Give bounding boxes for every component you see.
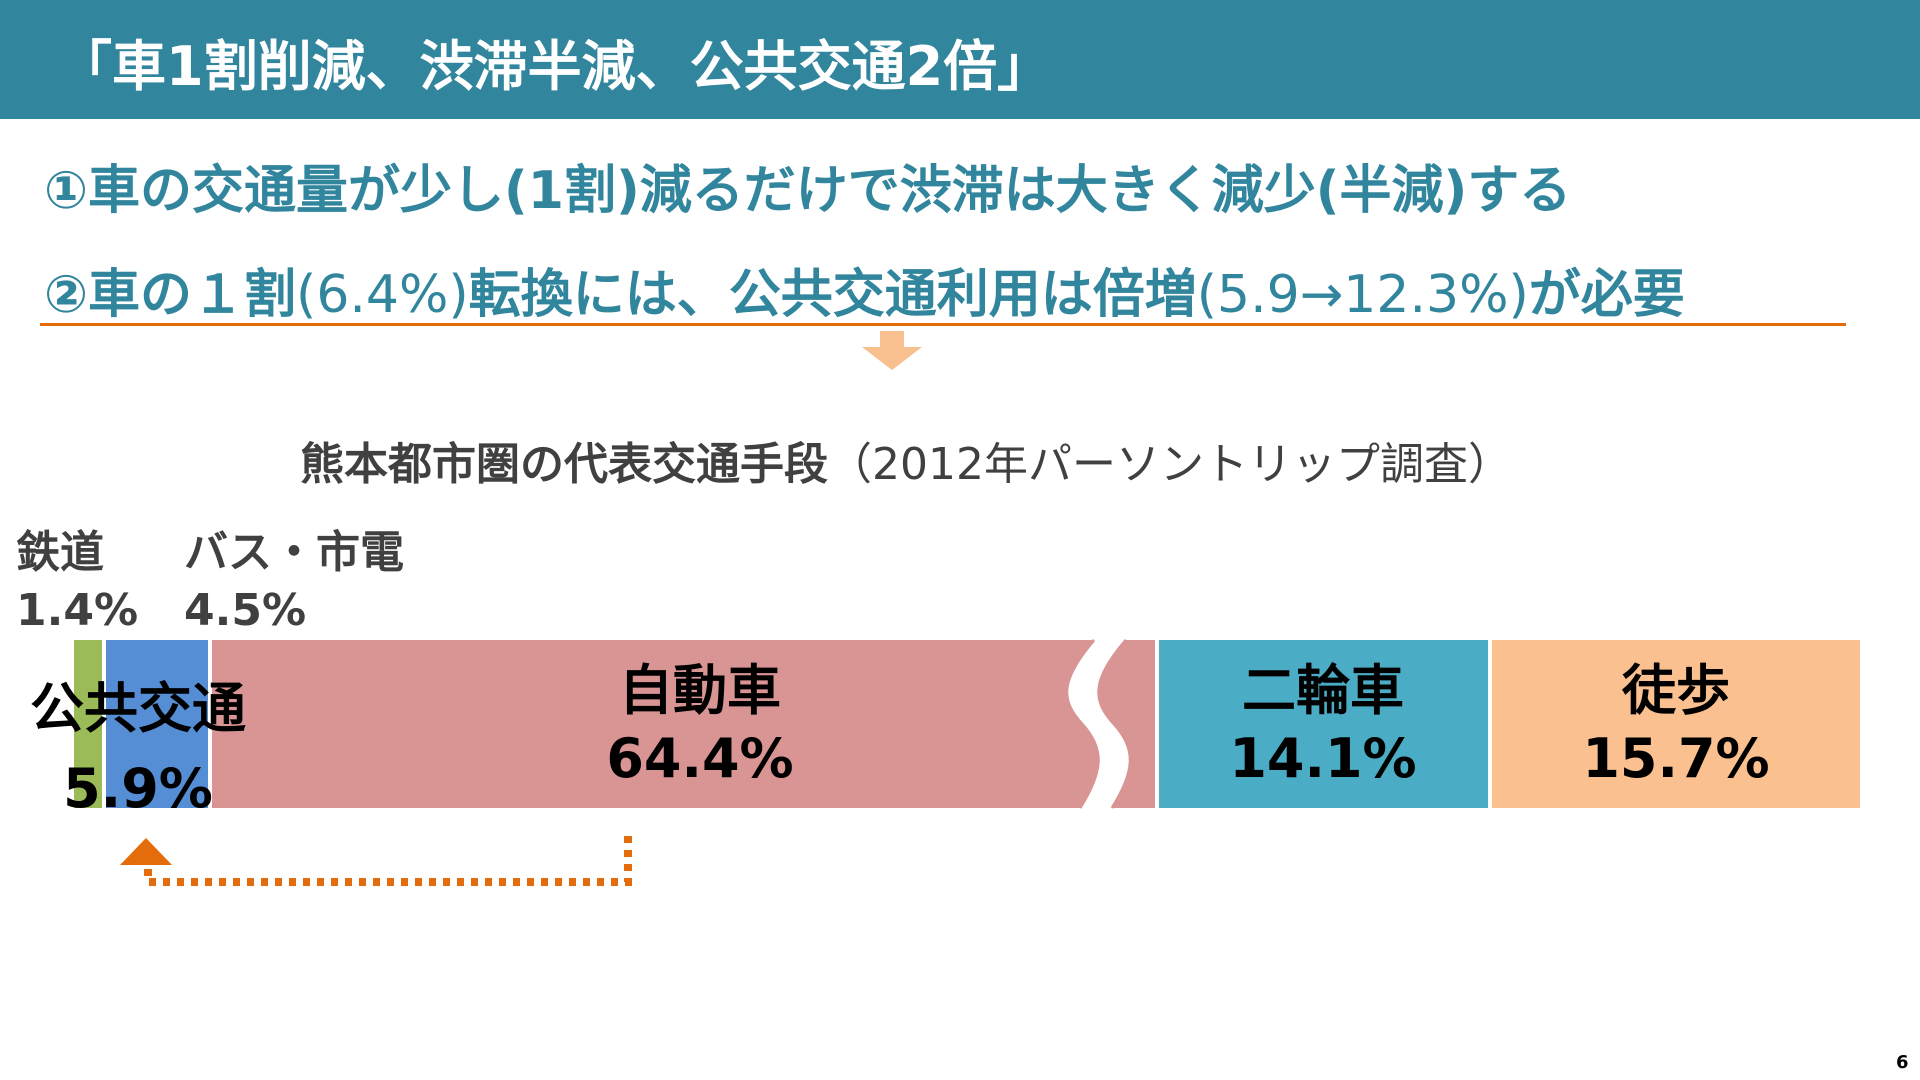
key-point-2-part-e: が必要	[1528, 265, 1685, 325]
chart-title-note: （2012年パーソントリップ調査）	[828, 439, 1512, 490]
bus-tram-name: バス・市電	[184, 527, 404, 578]
public-transport-value: 5.9%	[63, 757, 213, 820]
shift-arrow-head-icon	[120, 838, 172, 865]
shift-arrow-path	[144, 836, 632, 886]
bus-tram-label: バス・市電 4.5%	[184, 524, 404, 640]
slide-title: 「車1割削減、渋滞半減、公共交通2倍」	[58, 35, 1052, 98]
motorcycle-value: 14.1%	[1229, 727, 1417, 790]
chart-title-main: 熊本都市圏の代表交通手段	[300, 439, 828, 490]
car-name: 自動車	[619, 659, 781, 722]
public-transport-label: 公共交通 5.9%	[30, 664, 246, 820]
car-label: 自動車 64.4%	[560, 664, 840, 786]
bar-segment-walk	[1492, 640, 1860, 808]
walk-name: 徒歩	[1622, 659, 1730, 722]
car-value: 64.4%	[606, 727, 794, 790]
chart-title: 熊本都市圏の代表交通手段（2012年パーソントリップ調査）	[300, 428, 1512, 492]
header-bar: 「車1割削減、渋滞半減、公共交通2倍」	[0, 0, 1920, 119]
page-number: 6	[1896, 1052, 1909, 1073]
key-point-2: ②車の１割(6.4%)転換には、公共交通利用は倍増(5.9→12.3%)が必要	[44, 252, 1685, 327]
key-point-2-part-a: ②車の１割	[44, 265, 297, 325]
bar-segment-car	[212, 640, 1155, 808]
down-arrow-icon	[862, 331, 922, 370]
motorcycle-name: 二輪車	[1242, 659, 1404, 722]
key-point-1: ①車の交通量が少し(1割)減るだけで渋滞は大きく減少(半減)する	[44, 161, 1572, 221]
walk-value: 15.7%	[1582, 727, 1770, 790]
walk-label: 徒歩 15.7%	[1546, 664, 1806, 786]
motorcycle-label: 二輪車 14.1%	[1193, 664, 1453, 786]
bus-tram-value: 4.5%	[184, 585, 307, 636]
public-transport-name: 公共交通	[30, 677, 246, 740]
key-point-2-part-d: (5.9→12.3%)	[1196, 265, 1529, 325]
key-point-2-part-b: (6.4%)	[296, 265, 469, 325]
bar-segment-rail	[74, 640, 102, 808]
bar-segment-motorcycle	[1159, 640, 1488, 808]
rail-value: 1.4%	[16, 585, 139, 636]
axis-break-icon	[1065, 639, 1132, 809]
bar-segment-bus-tram	[106, 640, 208, 808]
key-point-2-part-c: 転換には、公共交通利用は倍増	[468, 265, 1197, 325]
rail-label: 鉄道 1.4%	[16, 524, 138, 640]
rail-name: 鉄道	[16, 527, 104, 578]
divider-line	[40, 323, 1846, 326]
